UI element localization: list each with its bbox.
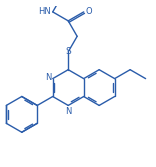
Text: HN: HN	[38, 7, 51, 16]
Text: N: N	[45, 73, 51, 82]
Text: S: S	[65, 47, 71, 56]
Text: N: N	[65, 107, 71, 116]
Text: O: O	[85, 7, 92, 16]
